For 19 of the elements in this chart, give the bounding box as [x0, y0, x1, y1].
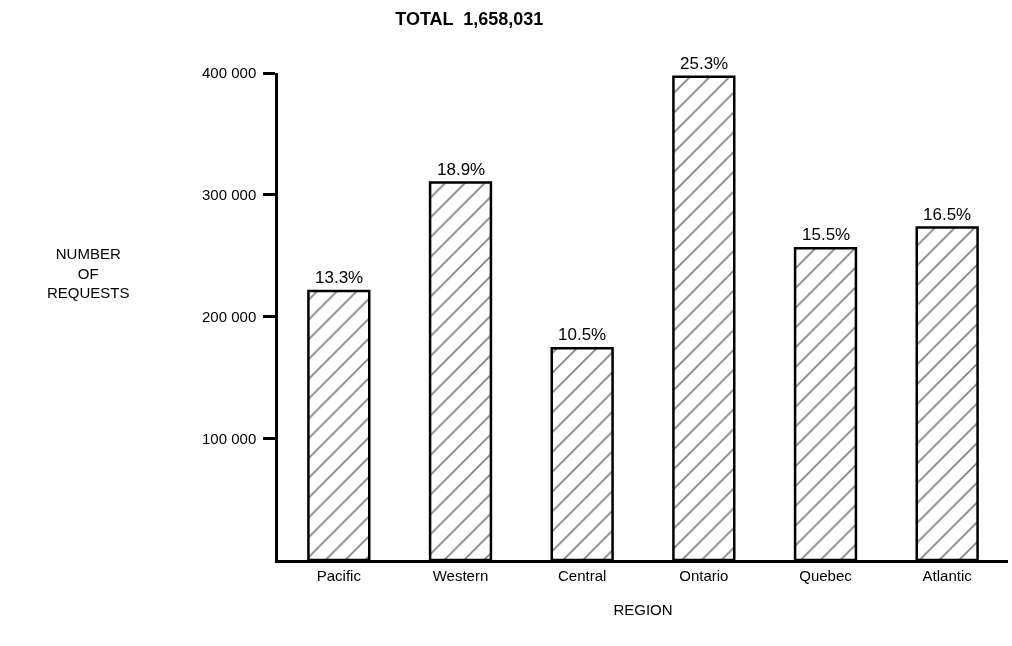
y-tick-label: 100 000	[202, 429, 257, 447]
annotation: 16.5%	[923, 205, 972, 224]
y-tick-label: 400 000	[202, 64, 257, 82]
chart-title: TOTAL 1,658,031	[395, 8, 544, 29]
x-tick-label: Ontario	[679, 566, 729, 584]
y-tick-label: 300 000	[202, 186, 257, 203]
x-tick-label: Atlantic	[922, 566, 973, 584]
annotation: 18.9%	[437, 160, 486, 179]
annotation: 15.5%	[802, 225, 851, 244]
x-tick-label: Western	[432, 566, 489, 584]
annotation: 13.3%	[315, 268, 364, 287]
y-tick-label: 200 000	[202, 307, 257, 325]
annotation: 25.3%	[680, 54, 729, 73]
y-axis-title: NUMBER OF REQUESTS	[47, 245, 130, 301]
x-tick-label: Pacific	[316, 566, 362, 584]
x-axis-title: REGION	[613, 600, 673, 618]
x-tick-label: Quebec	[799, 566, 853, 584]
x-tick-label: Central	[557, 566, 607, 584]
annotation: 10.5%	[558, 325, 607, 344]
